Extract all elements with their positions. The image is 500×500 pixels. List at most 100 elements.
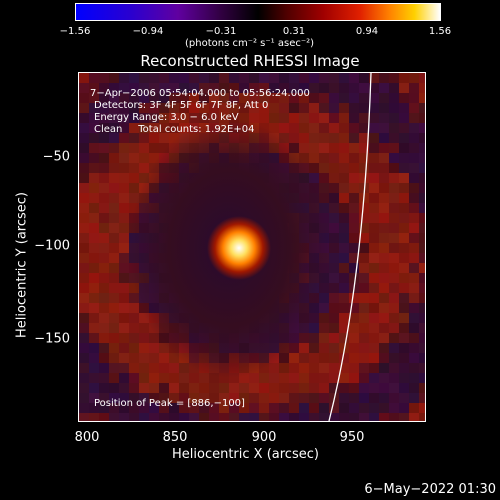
image-pixel: [319, 73, 329, 83]
y-tick: −50: [42, 149, 70, 165]
image-pixel: [269, 83, 279, 93]
image-pixel: [89, 413, 99, 421]
image-pixel: [409, 383, 419, 393]
image-pixel: [119, 73, 129, 83]
image-pixel: [119, 343, 129, 353]
image-pixel: [319, 153, 329, 163]
image-pixel: [169, 373, 179, 383]
image-pixel: [149, 73, 159, 83]
image-pixel: [119, 303, 129, 313]
image-pixel: [339, 313, 349, 323]
image-pixel: [229, 393, 239, 403]
image-pixel: [279, 123, 289, 133]
image-pixel: [339, 263, 349, 273]
image-pixel: [109, 253, 119, 263]
image-pixel: [389, 203, 399, 213]
image-pixel: [239, 73, 249, 83]
image-pixel: [379, 333, 389, 343]
image-pixel: [79, 83, 89, 93]
image-pixel: [399, 343, 409, 353]
image-pixel: [299, 73, 309, 83]
image-pixel: [89, 243, 99, 253]
image-pixel: [419, 163, 425, 173]
image-pixel: [349, 353, 359, 363]
image-pixel: [379, 103, 389, 113]
image-pixel: [89, 403, 99, 413]
image-pixel: [179, 93, 189, 103]
image-pixel: [399, 323, 409, 333]
image-pixel: [79, 413, 89, 421]
image-pixel: [99, 403, 109, 413]
image-pixel: [249, 103, 259, 113]
image-pixel: [339, 363, 349, 373]
image-pixel: [389, 253, 399, 263]
colorbar-tick: 0.94: [355, 26, 379, 37]
image-pixel: [139, 123, 149, 133]
image-pixel: [149, 393, 159, 403]
image-pixel: [89, 133, 99, 143]
image-pixel: [309, 123, 319, 133]
image-pixel: [309, 153, 319, 163]
image-pixel: [389, 323, 399, 333]
image-pixel: [79, 73, 89, 83]
image-pixel: [79, 293, 89, 303]
image-pixel: [89, 273, 99, 283]
image-pixel: [379, 343, 389, 353]
image-pixel: [279, 353, 289, 363]
image-pixel: [79, 203, 89, 213]
image-pixel: [369, 363, 379, 373]
colorbar-tick: 1.56: [428, 26, 452, 37]
image-pixel: [249, 383, 259, 393]
image-pixel: [419, 303, 425, 313]
image-pixel: [119, 253, 129, 263]
image-pixel: [369, 373, 379, 383]
image-pixel: [369, 223, 379, 233]
image-pixel: [399, 403, 409, 413]
image-pixel: [279, 403, 289, 413]
image-pixel: [109, 113, 119, 123]
image-pixel: [409, 183, 419, 193]
image-pixel: [339, 183, 349, 193]
image-pixel: [399, 253, 409, 263]
image-pixel: [89, 363, 99, 373]
image-pixel: [149, 133, 159, 143]
x-tick: 800: [74, 430, 100, 445]
image-pixel: [119, 263, 129, 273]
image-pixel: [339, 383, 349, 393]
image-pixel: [229, 93, 239, 103]
image-pixel: [419, 383, 425, 393]
image-pixel: [189, 93, 199, 103]
image-pixel: [329, 273, 339, 283]
image-pixel: [419, 283, 425, 293]
colorbar: [75, 3, 441, 21]
image-pixel: [419, 93, 425, 103]
image-pixel: [329, 203, 339, 213]
image-pixel: [389, 193, 399, 203]
image-pixel: [339, 353, 349, 363]
image-pixel: [229, 413, 239, 421]
image-pixel: [179, 103, 189, 113]
image-pixel: [109, 203, 119, 213]
image-pixel: [119, 273, 129, 283]
image-pixel: [89, 153, 99, 163]
image-pixel: [109, 243, 119, 253]
image-pixel: [109, 333, 119, 343]
image-pixel: [169, 393, 179, 403]
image-pixel: [369, 143, 379, 153]
image-pixel: [369, 233, 379, 243]
image-pixel: [399, 163, 409, 173]
image-pixel: [369, 273, 379, 283]
y-tick: −100: [34, 238, 70, 254]
image-pixel: [409, 273, 419, 283]
image-pixel: [369, 403, 379, 413]
image-pixel: [129, 123, 139, 133]
image-pixel: [199, 83, 209, 93]
image-pixel: [219, 93, 229, 103]
image-pixel: [259, 393, 269, 403]
image-pixel: [319, 343, 329, 353]
image-pixel: [129, 333, 139, 343]
image-pixel: [159, 73, 169, 83]
image-pixel: [399, 133, 409, 143]
image-pixel: [79, 143, 89, 153]
image-pixel: [99, 393, 109, 403]
